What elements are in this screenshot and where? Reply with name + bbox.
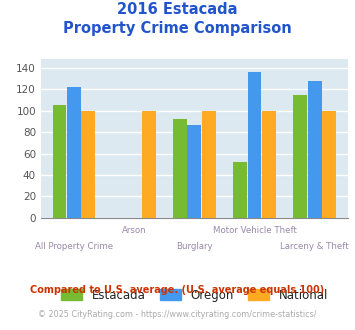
Bar	[248, 72, 262, 218]
Bar	[187, 125, 201, 218]
Bar	[294, 95, 307, 218]
Bar	[142, 111, 155, 218]
Text: Motor Vehicle Theft: Motor Vehicle Theft	[213, 226, 296, 235]
Bar	[202, 111, 216, 218]
Bar	[173, 119, 187, 218]
Bar	[262, 111, 276, 218]
Text: 2016 Estacada: 2016 Estacada	[117, 2, 238, 16]
Text: Property Crime Comparison: Property Crime Comparison	[63, 21, 292, 36]
Legend: Estacada, Oregon, National: Estacada, Oregon, National	[56, 284, 333, 306]
Bar	[67, 87, 81, 218]
Bar	[53, 105, 66, 218]
Text: Burglary: Burglary	[176, 242, 213, 250]
Text: © 2025 CityRating.com - https://www.cityrating.com/crime-statistics/: © 2025 CityRating.com - https://www.city…	[38, 310, 317, 319]
Bar	[233, 162, 247, 218]
Text: Compared to U.S. average. (U.S. average equals 100): Compared to U.S. average. (U.S. average …	[31, 285, 324, 295]
Text: All Property Crime: All Property Crime	[35, 242, 113, 250]
Text: Larceny & Theft: Larceny & Theft	[280, 242, 349, 250]
Bar	[81, 111, 95, 218]
Text: Arson: Arson	[122, 226, 147, 235]
Bar	[322, 111, 336, 218]
Bar	[308, 81, 322, 218]
